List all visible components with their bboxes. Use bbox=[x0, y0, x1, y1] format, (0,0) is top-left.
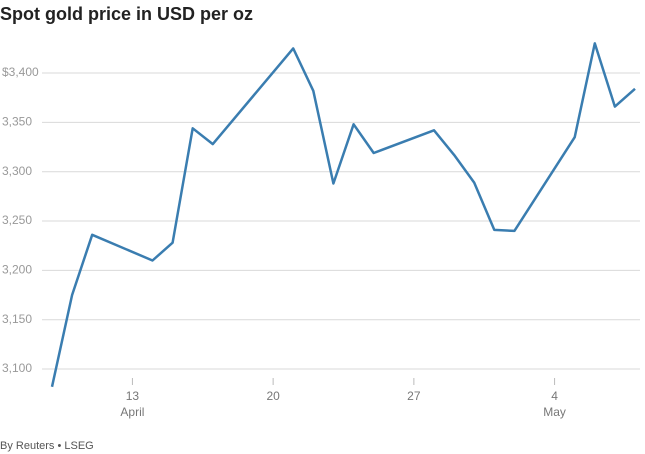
y-tick-label: 3,200 bbox=[2, 263, 32, 277]
y-tick-label: 3,250 bbox=[2, 213, 32, 227]
source: By Reuters • LSEG bbox=[0, 440, 94, 452]
x-tick-label: 27 bbox=[407, 389, 421, 403]
x-tick-label: 20 bbox=[266, 389, 280, 403]
y-tick-label: 3,150 bbox=[2, 312, 32, 326]
y-tick-label: 3,100 bbox=[2, 361, 32, 375]
x-month-label: April bbox=[120, 405, 144, 419]
y-tick-label: 3,300 bbox=[2, 164, 32, 178]
price-line bbox=[50, 42, 636, 388]
y-tick-label: $3,400 bbox=[2, 65, 39, 79]
x-tick-label: 4 bbox=[551, 389, 558, 403]
y-tick-label: 3,350 bbox=[2, 115, 32, 129]
x-tick-label: 13 bbox=[126, 389, 140, 403]
chart-title: Spot gold price in USD per oz bbox=[0, 4, 253, 24]
x-month-label: May bbox=[543, 405, 566, 419]
